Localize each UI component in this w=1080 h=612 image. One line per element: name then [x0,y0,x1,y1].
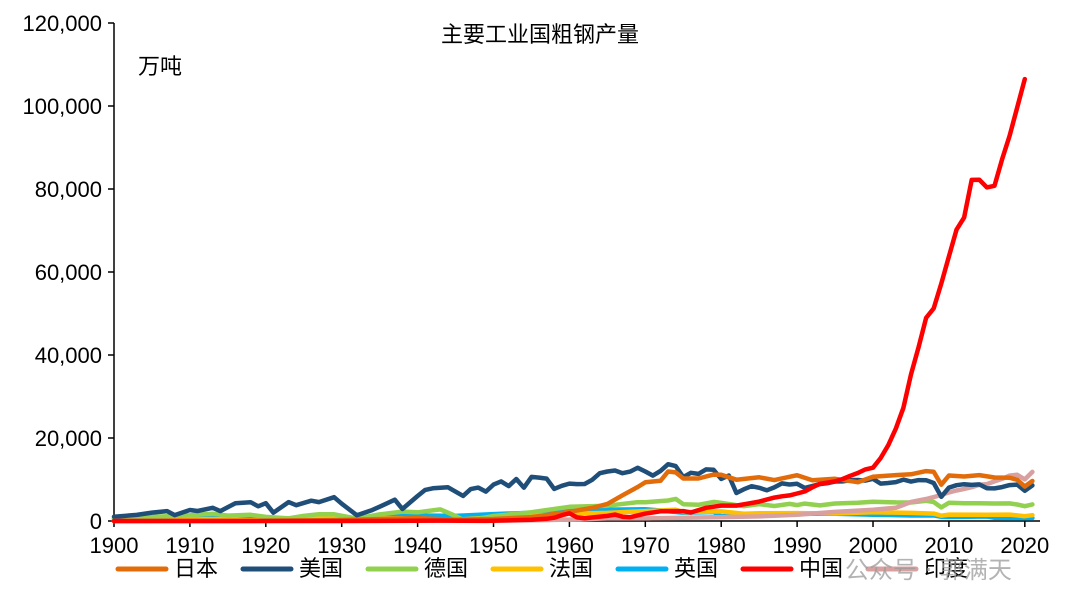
legend-label: 日本 [174,557,218,582]
legend-label: 印度 [924,557,968,582]
x-tick-label: 1960 [545,533,594,558]
chart-title: 主要工业国粗钢产量 [441,23,639,48]
x-tick-label: 2000 [849,533,898,558]
watermark-text: 公众号 · 郭满天 [845,556,1012,584]
series-lines [111,76,1035,524]
y-tick-label: 80,000 [35,177,102,202]
y-tick-label: 40,000 [35,343,102,368]
x-tick-label: 2020 [1000,533,1049,558]
y-tick-label: 20,000 [35,426,102,451]
y-tick-label: 100,000 [22,94,102,119]
legend-label: 英国 [674,557,718,582]
series-line-美国 [111,461,1035,519]
y-axis-ticks: 0 20,000 40,000 60,000 80,000 100,000 120,000 [22,11,114,534]
legend-label: 中国 [799,557,843,582]
series-line-日本 [111,468,1035,524]
x-tick-label: 2010 [924,533,973,558]
x-tick-label: 1940 [393,533,442,558]
legend: 日本 美国 德国 法国 英国 中国 印度 [115,557,968,582]
legend-label: 法国 [549,557,593,582]
y-tick-label: 60,000 [35,260,102,285]
series-line-中国 [111,76,1028,524]
legend-label: 德国 [424,557,468,582]
y-tick-label: 0 [90,509,102,534]
x-tick-label: 1920 [241,533,290,558]
y-axis-unit-label: 万吨 [138,55,182,80]
y-tick-label: 120,000 [22,11,102,36]
x-tick-label: 1970 [621,533,670,558]
x-tick-label: 1990 [773,533,822,558]
x-tick-label: 1950 [469,533,518,558]
x-tick-label: 1980 [697,533,746,558]
series-line-德国 [111,496,1035,523]
series-line-法国 [111,507,1035,523]
x-axis-ticks: 1900 1910 1920 1930 1940 1950 1960 1970 1980 1990… [90,521,1049,558]
x-tick-label: 1930 [317,533,366,558]
x-tick-label: 1900 [90,533,139,558]
x-tick-label: 1910 [165,533,214,558]
legend-label: 美国 [299,557,343,582]
